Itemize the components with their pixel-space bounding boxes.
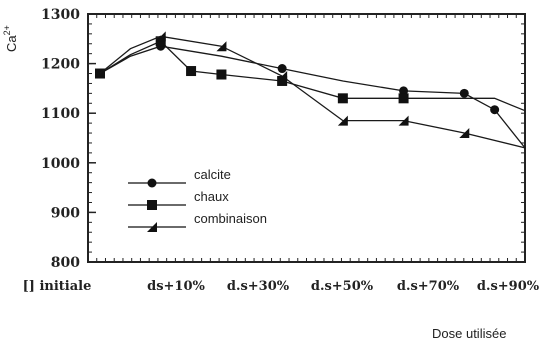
x-tick-label: d.s+50% [311,279,374,294]
y-tick-label: 1300 [41,7,80,23]
x-axis-label: Dose utilisée [432,326,506,341]
data-point-chaux [398,93,409,104]
data-point-combinaison [337,115,348,126]
legend: calcite chaux combinaison [128,167,267,232]
x-tick-label: d.s+30% [227,279,290,294]
data-point-calcite [277,64,287,74]
y-axis-label: Ca2+ [2,25,19,52]
legend-marker-calcite [147,178,157,188]
legend-label-chaux: chaux [194,189,229,204]
y-tick-label: 1200 [41,57,80,73]
legend-label-calcite: calcite [194,167,231,182]
y-axis-label-main: Ca [4,35,19,52]
x-tick-label: d.s+90% [477,279,540,294]
data-point-calcite [459,88,469,98]
data-point-combinaison [216,41,227,52]
y-tick-label: 1000 [41,156,80,172]
series-combinaison [95,31,526,149]
x-axis-ticks: [] initiale ds+10% d.s+30% d.s+50% d.s+70% d.… [23,279,540,294]
series-line-combinaison [99,35,526,149]
series-line-chaux [99,40,526,112]
plot-frame [87,13,526,263]
data-point-combinaison [459,128,470,139]
series-line-calcite [99,45,526,149]
y-axis-ticks: 800 900 1000 1100 1200 1300 [41,7,96,271]
legend-marker-combinaison [147,222,157,232]
data-point-combinaison [398,115,409,126]
y-tick-label: 800 [51,255,80,271]
data-point-calcite [490,105,500,115]
y-tick-label: 900 [51,205,80,221]
data-point-chaux [186,66,197,77]
data-point-combinaison [155,31,166,42]
data-point-combinaison [277,71,288,81]
y-tick-label: 1100 [41,106,80,122]
series-layer [95,31,526,149]
data-point-calcite [399,86,409,96]
legend-marker-chaux [147,200,157,210]
data-point-chaux [216,69,227,80]
x-tick-label: d.s+70% [397,279,460,294]
data-point-combinaison [95,68,105,79]
x-tick-label: ds+10% [147,279,205,294]
y-axis-label-sup: 2+ [2,25,12,35]
x-tick-label: [] initiale [23,279,92,294]
data-point-chaux [337,93,348,104]
legend-label-combinaison: combinaison [194,211,267,226]
